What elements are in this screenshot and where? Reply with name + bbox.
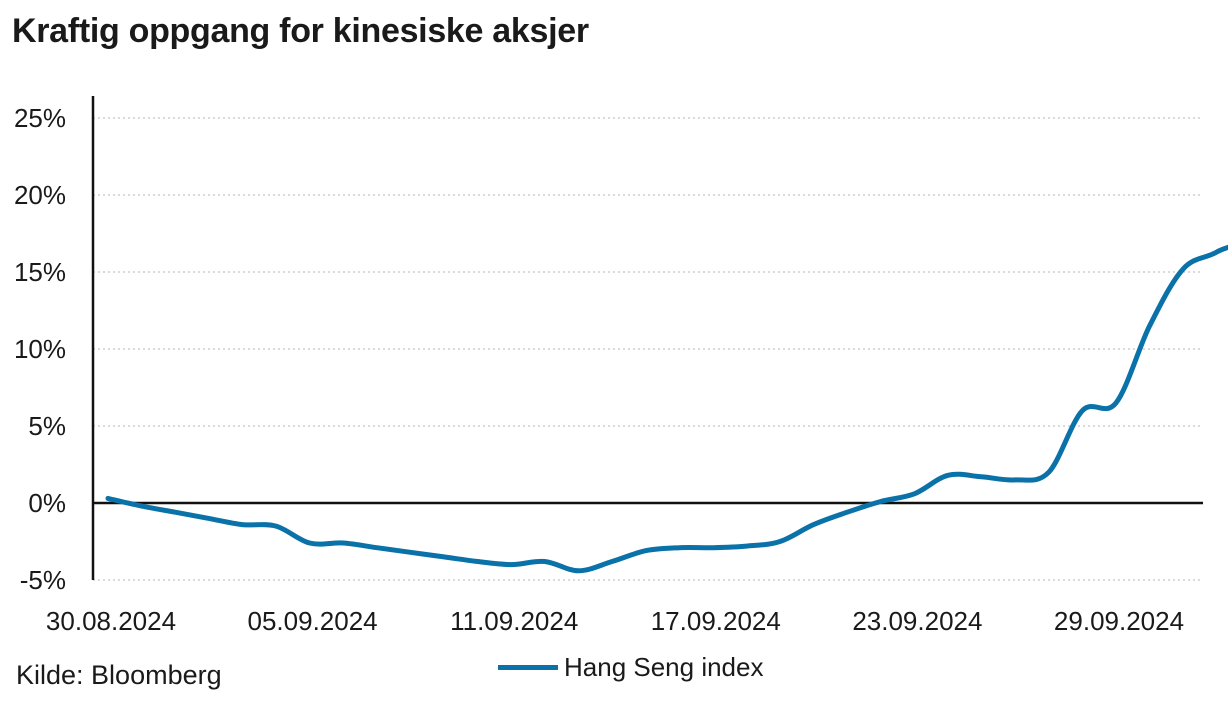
x-tick-labels: 30.08.2024 05.09.2024 11.09.2024 17.09.2024…	[46, 606, 1184, 636]
x-tick-label: 05.09.2024	[248, 606, 378, 636]
y-tick-label: 20%	[14, 180, 66, 210]
series-layer	[105, 244, 1228, 574]
y-tick-label: 5%	[28, 411, 66, 441]
y-tick-label: -5%	[20, 565, 66, 595]
x-tick-label: 11.09.2024	[450, 606, 578, 636]
series-line-hang-seng	[105, 244, 1228, 574]
y-tick-label: 10%	[14, 334, 66, 364]
chart-title: Kraftig oppgang for kinesiske aksjer	[12, 12, 589, 50]
legend-label-hang-seng: Hang Seng index	[564, 652, 764, 682]
y-tick-labels: 25% 20% 15% 10% 5% 0% -5%	[14, 103, 66, 595]
legend: Hang Seng index	[498, 652, 763, 683]
gridlines	[93, 117, 1203, 581]
axes	[91, 96, 1203, 580]
x-tick-label: 23.09.2024	[852, 606, 982, 636]
y-tick-label: 25%	[14, 103, 66, 133]
x-tick-label: 30.08.2024	[46, 606, 176, 636]
source-note: Kilde: Bloomberg	[16, 660, 222, 690]
x-tick-label: 29.09.2024	[1054, 606, 1184, 636]
x-tick-label: 17.09.2024	[651, 606, 781, 636]
y-tick-label: 0%	[28, 488, 66, 518]
legend-swatch-hang-seng	[498, 665, 558, 670]
y-tick-label: 15%	[14, 257, 66, 287]
